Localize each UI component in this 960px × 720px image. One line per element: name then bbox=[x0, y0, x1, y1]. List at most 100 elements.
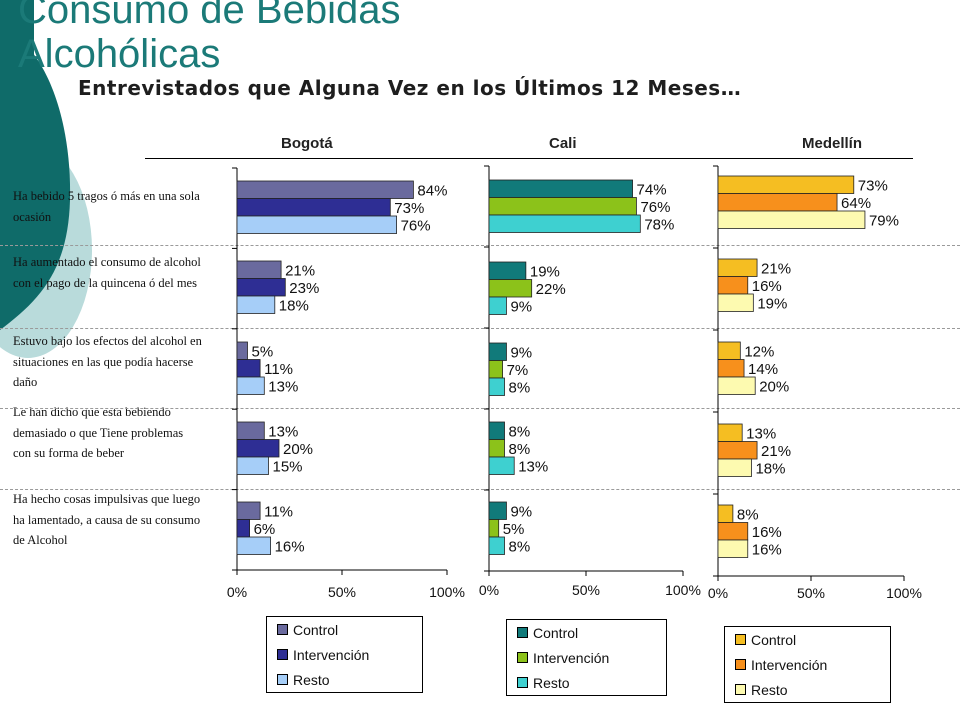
legend-item: Resto bbox=[507, 670, 666, 695]
legend-swatch bbox=[277, 624, 288, 635]
bar bbox=[717, 458, 752, 477]
legend-label: Resto bbox=[293, 671, 330, 688]
bar bbox=[717, 210, 866, 229]
bar bbox=[488, 536, 505, 555]
data-label: 76% bbox=[401, 218, 431, 235]
legend-medellin: Control Intervención Resto bbox=[724, 626, 891, 703]
bar bbox=[488, 279, 533, 298]
bar bbox=[488, 421, 505, 440]
data-label: 13% bbox=[746, 426, 776, 443]
bar bbox=[488, 342, 507, 361]
bar bbox=[717, 341, 741, 360]
data-label: 8% bbox=[737, 507, 759, 524]
data-label: 18% bbox=[279, 298, 309, 315]
legend-label: Control bbox=[751, 631, 797, 648]
slide-title: Consumo de Bebidas Alcohólicas bbox=[18, 0, 401, 76]
data-label: 9% bbox=[510, 504, 532, 521]
bar bbox=[488, 519, 500, 538]
data-label: 8% bbox=[509, 539, 531, 556]
x-tick-label: 100% bbox=[886, 585, 922, 601]
row-separator bbox=[0, 408, 960, 409]
legend-item: Intervención bbox=[725, 652, 890, 677]
x-tick-label: 100% bbox=[429, 584, 465, 600]
data-label: 14% bbox=[748, 361, 778, 378]
bar bbox=[717, 193, 838, 212]
data-label: 8% bbox=[509, 441, 531, 458]
bar bbox=[236, 215, 398, 234]
data-label: 74% bbox=[637, 182, 667, 199]
legend-item: Resto bbox=[267, 667, 422, 692]
bar bbox=[236, 180, 414, 199]
data-label: 21% bbox=[761, 443, 791, 460]
legend-swatch bbox=[517, 627, 528, 638]
deco-dark-bar bbox=[0, 0, 34, 118]
legend-swatch bbox=[735, 634, 746, 645]
bar bbox=[236, 260, 282, 279]
data-label: 84% bbox=[417, 183, 447, 200]
data-label: 15% bbox=[273, 459, 303, 476]
data-label: 23% bbox=[289, 280, 319, 297]
data-label: 19% bbox=[757, 296, 787, 313]
data-label: 79% bbox=[869, 213, 899, 230]
legend-item: Control bbox=[267, 617, 422, 642]
row-separator bbox=[0, 328, 960, 329]
bar bbox=[236, 278, 286, 297]
legend-item: Intervención bbox=[267, 642, 422, 667]
legend-item: Intervención bbox=[507, 645, 666, 670]
data-label: 13% bbox=[518, 459, 548, 476]
bar bbox=[717, 293, 754, 312]
bar bbox=[717, 359, 745, 378]
bar bbox=[236, 536, 271, 555]
question-label-3: Estuvo bajo los efectos del alcohol en s… bbox=[13, 334, 202, 389]
data-label: 7% bbox=[507, 362, 529, 379]
data-label: 8% bbox=[509, 380, 531, 397]
bar bbox=[236, 501, 261, 520]
legend-label: Resto bbox=[533, 674, 570, 691]
x-tick-label: 100% bbox=[665, 582, 701, 598]
legend-label: Control bbox=[533, 624, 579, 641]
city-header-cali: Cali bbox=[549, 135, 577, 152]
data-label: 6% bbox=[254, 521, 276, 538]
data-label: 16% bbox=[752, 524, 782, 541]
x-tick-label: 0% bbox=[227, 584, 247, 600]
bar bbox=[236, 359, 261, 378]
data-label: 9% bbox=[510, 345, 532, 362]
legend-item: Control bbox=[507, 620, 666, 645]
bar bbox=[236, 376, 265, 395]
bar bbox=[236, 439, 280, 458]
bar bbox=[488, 197, 637, 216]
data-label: 64% bbox=[841, 195, 871, 212]
x-tick-label: 50% bbox=[797, 585, 825, 601]
x-tick-label: 50% bbox=[572, 582, 600, 598]
bar bbox=[717, 276, 749, 295]
slide-decoration bbox=[0, 0, 92, 358]
bar bbox=[236, 198, 391, 217]
bar bbox=[488, 501, 507, 520]
bar bbox=[236, 519, 250, 538]
data-label: 13% bbox=[268, 424, 298, 441]
legend-label: Intervención bbox=[751, 656, 828, 673]
x-tick-label: 0% bbox=[708, 585, 728, 601]
bar bbox=[717, 441, 758, 460]
legend-swatch bbox=[735, 684, 746, 695]
data-label: 78% bbox=[644, 217, 674, 234]
header-rule bbox=[145, 158, 913, 159]
legend-swatch bbox=[277, 649, 288, 660]
bar bbox=[236, 341, 248, 360]
legend-label: Resto bbox=[751, 681, 788, 698]
x-tick-label: 50% bbox=[328, 584, 356, 600]
bar bbox=[488, 261, 527, 280]
data-label: 20% bbox=[759, 379, 789, 396]
bar bbox=[488, 439, 505, 458]
data-label: 22% bbox=[536, 281, 566, 298]
data-label: 21% bbox=[761, 261, 791, 278]
bar bbox=[488, 377, 505, 396]
x-tick-label: 0% bbox=[479, 582, 499, 598]
bar bbox=[717, 175, 855, 194]
bar bbox=[717, 504, 734, 523]
legend-label: Intervención bbox=[293, 646, 370, 663]
legend-label: Intervención bbox=[533, 649, 610, 666]
bar bbox=[488, 456, 515, 475]
bar bbox=[488, 296, 507, 315]
city-header-bogota: Bogotá bbox=[281, 135, 333, 152]
